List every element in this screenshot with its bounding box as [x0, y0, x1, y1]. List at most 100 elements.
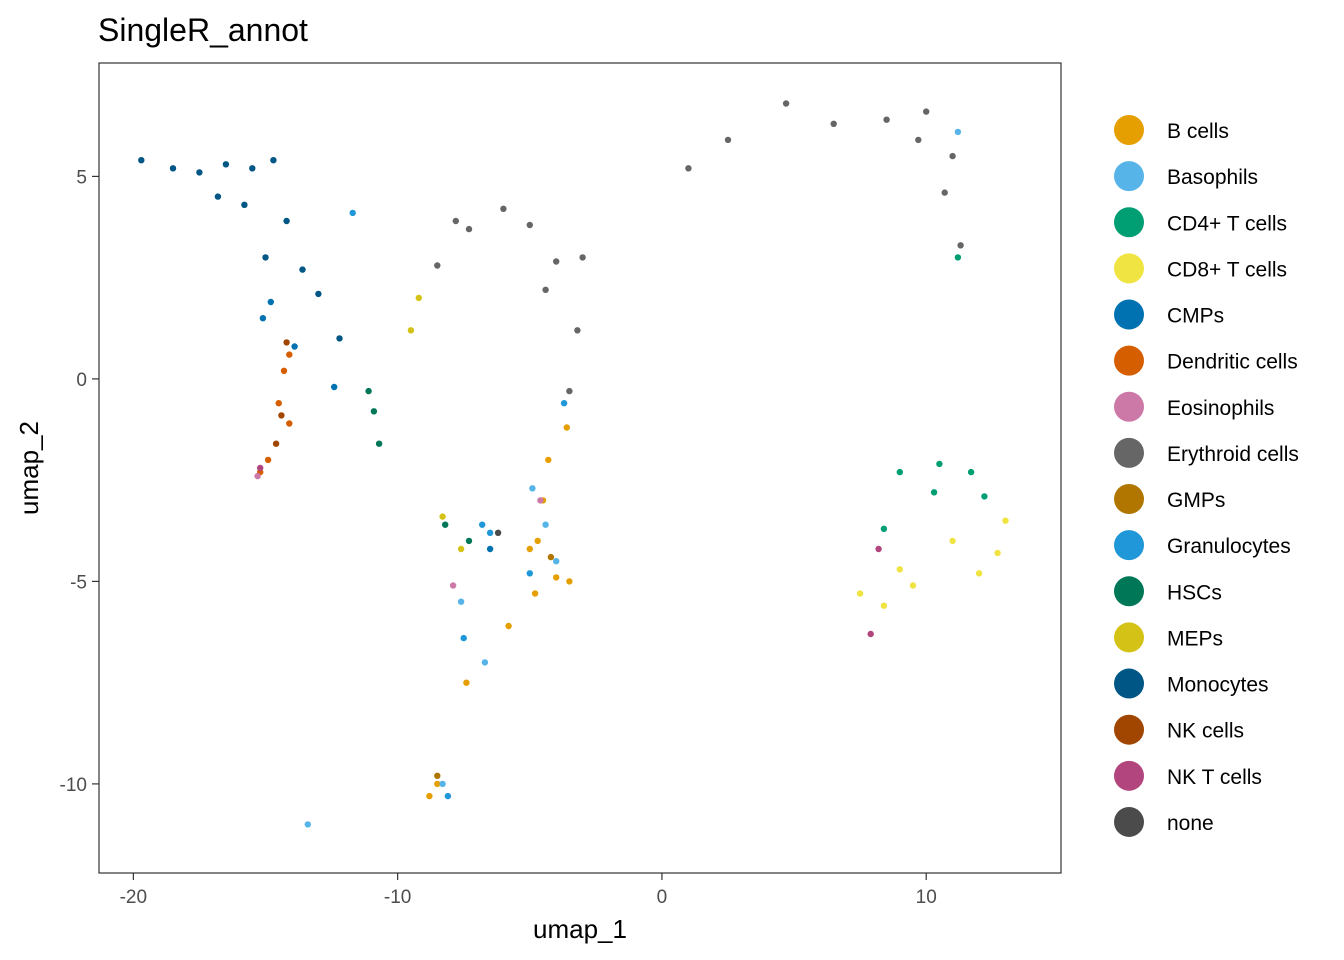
legend-label-cd4-t-cells: CD4+ T cells: [1167, 212, 1287, 235]
point-basophils-1: [542, 521, 549, 528]
point-erythroid-cells-12: [526, 221, 533, 229]
point-erythroid-cells-15: [574, 327, 581, 334]
legend-label-monocytes: Monocytes: [1167, 674, 1269, 697]
point-cd4-t-cells-0: [896, 468, 903, 476]
point-cd4-t-cells-2: [967, 468, 975, 476]
point-cd8-t-cells-4: [975, 570, 983, 577]
point-hscs-2: [375, 440, 383, 447]
point-dendritic-cells-0: [280, 367, 288, 374]
point-nk-t-cells-0: [257, 464, 264, 472]
point-b-cells-6: [563, 424, 570, 431]
point-hscs-0: [370, 408, 378, 415]
point-erythroid-cells-3: [830, 120, 837, 128]
point-erythroid-cells-8: [957, 242, 964, 249]
y-tick-label: -5: [70, 572, 87, 593]
point-b-cells-7: [526, 545, 533, 553]
point-eosinophils-2: [537, 497, 544, 504]
point-hscs-4: [465, 537, 473, 545]
legend-label-granulocytes: Granulocytes: [1167, 535, 1291, 558]
point-basophils-3: [457, 598, 465, 605]
point-erythroid-cells-2: [782, 100, 790, 107]
point-monocytes-6: [214, 193, 222, 200]
point-basophils-0: [529, 485, 536, 492]
point-b-cells-3: [553, 574, 560, 581]
point-erythroid-cells-18: [542, 286, 549, 293]
point-cd8-t-cells-7: [1002, 517, 1009, 524]
point-erythroid-cells-10: [465, 225, 473, 233]
point-erythroid-cells-17: [452, 217, 459, 225]
point-granulocytes-5: [444, 792, 452, 800]
point-basophils-4: [439, 780, 446, 788]
point-erythroid-cells-19: [915, 136, 922, 144]
legend-swatch-b-cells: [1114, 115, 1144, 145]
y-tick-label: 0: [76, 370, 87, 391]
point-basophils-7: [304, 821, 311, 828]
point-monocytes-4: [249, 165, 256, 172]
point-monocytes-9: [299, 266, 306, 273]
point-cd4-t-cells-1: [936, 460, 943, 468]
point-hscs-3: [442, 521, 449, 528]
point-granulocytes-6: [349, 209, 356, 217]
x-tick-label: -10: [384, 887, 411, 908]
point-cmps-2: [291, 343, 298, 350]
point-granulocytes-2: [460, 634, 467, 642]
point-cmps-4: [486, 545, 494, 553]
legend-label-erythroid-cells: Erythroid cells: [1167, 443, 1299, 466]
legend-label-none: none: [1167, 812, 1214, 835]
point-b-cells-11: [505, 622, 512, 630]
point-cd4-t-cells-5: [930, 489, 938, 496]
x-tick-label: -20: [120, 887, 147, 908]
point-granulocytes-4: [560, 400, 568, 407]
point-monocytes-8: [262, 254, 269, 261]
points-layer: [138, 100, 1009, 828]
y-tick-label: 5: [76, 167, 87, 188]
point-cd4-t-cells-6: [954, 254, 962, 261]
x-tick-label: 0: [657, 887, 668, 908]
point-b-cells-9: [426, 792, 433, 800]
point-monocytes-5: [270, 157, 277, 164]
legend-label-nk-t-cells: NK T cells: [1167, 766, 1262, 789]
point-cmps-0: [267, 298, 274, 306]
legend-label-basophils: Basophils: [1167, 166, 1258, 189]
point-erythroid-cells-4: [883, 116, 890, 123]
point-erythroid-cells-5: [923, 108, 930, 115]
point-b-cells-4: [566, 578, 573, 585]
point-monocytes-10: [315, 290, 322, 298]
point-erythroid-cells-11: [500, 205, 507, 212]
point-dendritic-cells-2: [286, 420, 293, 427]
chart-title: SingleR_annot: [98, 12, 308, 48]
point-nk-t-cells-2: [867, 630, 874, 638]
legend-label-meps: MEPs: [1167, 627, 1223, 650]
point-monocytes-12: [241, 201, 248, 208]
point-cd8-t-cells-1: [880, 602, 888, 609]
point-granulocytes-0: [526, 570, 533, 577]
point-dendritic-cells-5: [286, 351, 293, 358]
legend-swatch-cmps: [1114, 299, 1144, 330]
point-dendritic-cells-3: [264, 456, 272, 464]
legend-swatch-granulocytes: [1114, 530, 1144, 561]
point-cd8-t-cells-0: [856, 590, 864, 597]
legend-label-gmps: GMPs: [1167, 489, 1225, 512]
legend-swatch-erythroid-cells: [1114, 437, 1144, 468]
point-monocytes-1: [169, 165, 177, 172]
panel-border: [98, 62, 1062, 874]
legend-swatch-dendritic-cells: [1114, 345, 1144, 376]
y-axis: 5 0 -5 -10: [60, 167, 99, 796]
point-b-cells-10: [463, 679, 470, 686]
legend-label-hscs: HSCs: [1167, 581, 1222, 604]
legend-label-dendritic-cells: Dendritic cells: [1167, 351, 1298, 374]
point-b-cells-5: [531, 590, 539, 597]
point-erythroid-cells-14: [579, 254, 586, 261]
legend-label-cd8-t-cells: CD8+ T cells: [1167, 258, 1287, 281]
legend-swatch-basophils: [1114, 161, 1144, 192]
point-b-cells-0: [545, 456, 552, 464]
x-axis-title: umap_1: [533, 914, 627, 944]
y-axis-title: umap_2: [14, 421, 44, 515]
point-monocytes-7: [283, 217, 290, 225]
point-gmps-1: [547, 553, 555, 561]
point-monocytes-11: [336, 335, 343, 342]
legend-swatch-nk-cells: [1114, 714, 1144, 745]
legend-label-nk-cells: NK cells: [1167, 720, 1244, 743]
